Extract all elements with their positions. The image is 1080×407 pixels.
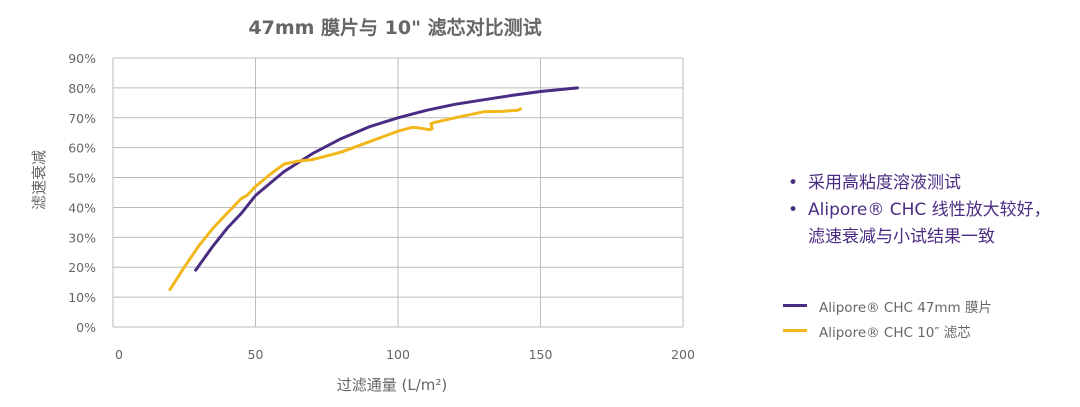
chart-title: 47mm 膜片与 10" 滤芯对比测试 bbox=[248, 16, 541, 39]
y-tick-label: 80% bbox=[68, 81, 96, 96]
legend-swatch bbox=[783, 329, 807, 332]
note-item: • 采用高粘度溶液测试 bbox=[788, 170, 1051, 197]
legend-item: Alipore® CHC 10″ 滤芯 bbox=[783, 318, 992, 343]
y-tick-label: 20% bbox=[68, 260, 96, 275]
note-text: 滤速衰减与小试结果一致 bbox=[808, 227, 995, 247]
x-tick-label: 50 bbox=[248, 347, 264, 362]
y-tick-label: 90% bbox=[68, 51, 96, 66]
y-tick-label: 60% bbox=[68, 141, 96, 156]
x-tick-label: 200 bbox=[671, 347, 695, 362]
y-axis-label: 滤速衰减 bbox=[30, 150, 48, 210]
series-line bbox=[194, 86, 579, 272]
series-line bbox=[168, 107, 522, 292]
bullet-icon: • bbox=[788, 200, 799, 220]
notes: • 采用高粘度溶液测试 • Alipore® CHC 线性放大较好， 滤速衰减与小试结… bbox=[788, 170, 1051, 251]
legend-label: Alipore® CHC 47mm 膜片 bbox=[819, 299, 992, 316]
y-tick-label: 50% bbox=[68, 171, 96, 186]
bullet-icon: • bbox=[788, 173, 799, 193]
x-axis-label: 过滤通量 (L/m²) bbox=[337, 376, 448, 394]
legend-label: Alipore® CHC 10″ 滤芯 bbox=[819, 324, 971, 341]
y-tick-label: 10% bbox=[68, 290, 96, 305]
legend: Alipore® CHC 47mm 膜片 Alipore® CHC 10″ 滤芯 bbox=[783, 293, 992, 343]
legend-swatch bbox=[783, 304, 807, 307]
x-tick-label: 0 bbox=[115, 347, 123, 362]
y-tick-label: 70% bbox=[68, 111, 96, 126]
legend-item: Alipore® CHC 47mm 膜片 bbox=[783, 293, 992, 318]
note-text: Alipore® CHC 线性放大较好， bbox=[808, 200, 1051, 220]
x-tick-label: 100 bbox=[386, 347, 410, 362]
x-tick-label: 150 bbox=[529, 347, 553, 362]
y-tick-label: 0% bbox=[76, 320, 96, 335]
note-item: • Alipore® CHC 线性放大较好， 滤速衰减与小试结果一致 bbox=[788, 197, 1051, 251]
y-tick-label: 40% bbox=[68, 200, 96, 215]
note-text: 采用高粘度溶液测试 bbox=[808, 173, 961, 193]
y-tick-label: 30% bbox=[68, 230, 96, 245]
